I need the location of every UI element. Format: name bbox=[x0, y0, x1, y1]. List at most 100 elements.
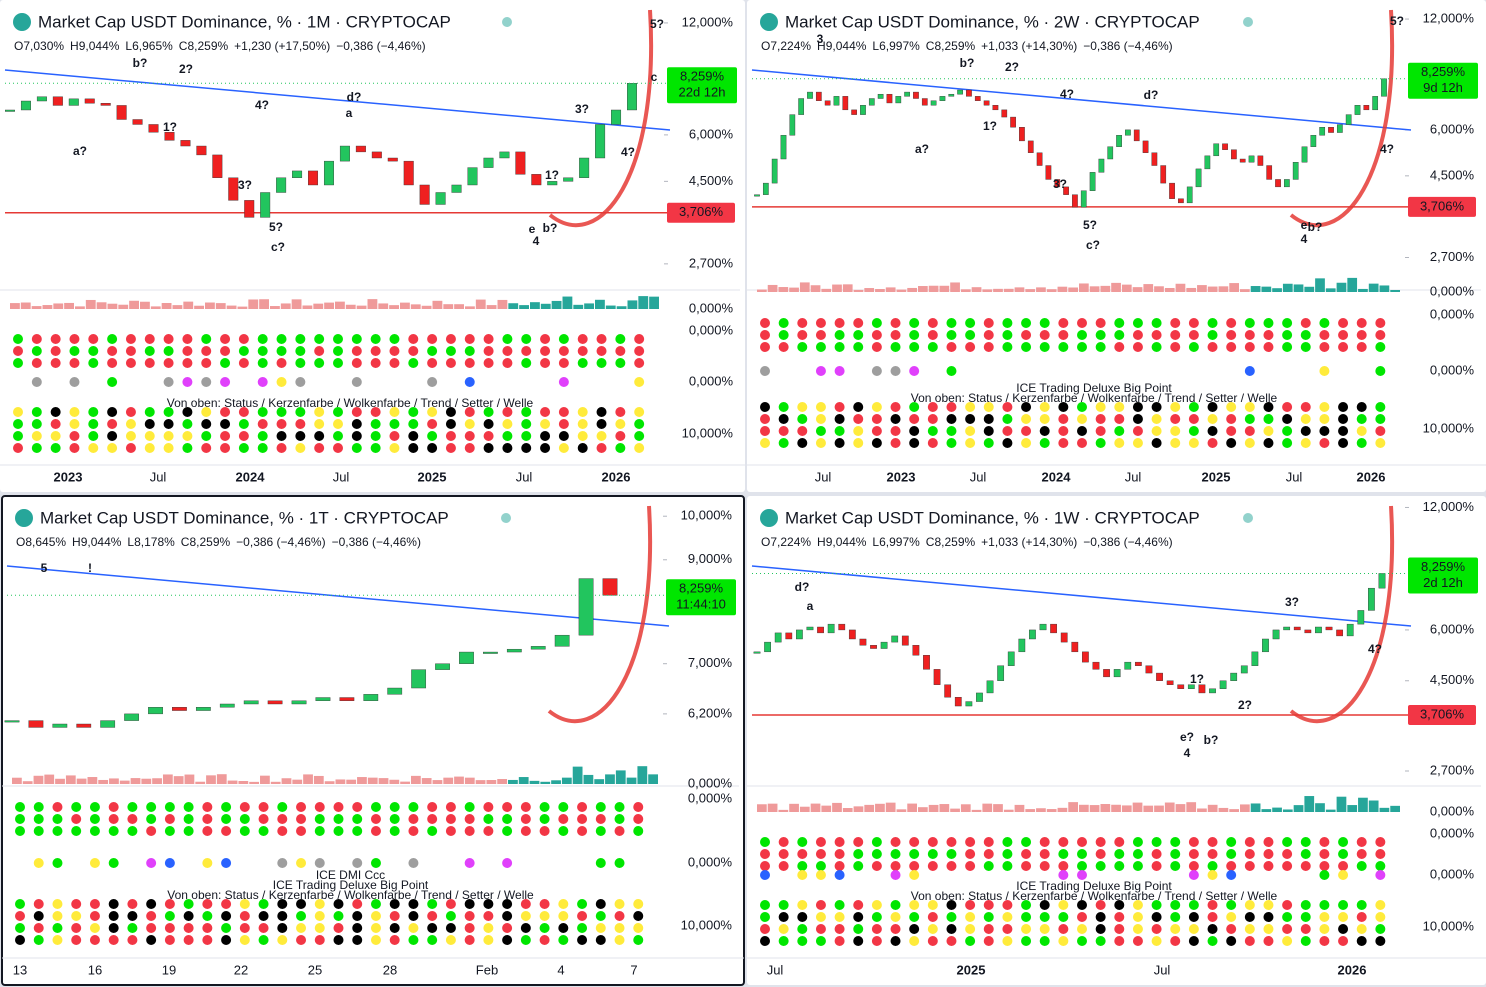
signal-dot bbox=[33, 899, 44, 909]
signal-dot bbox=[1095, 414, 1106, 424]
signal-dot bbox=[314, 334, 325, 344]
candle bbox=[499, 151, 510, 159]
signal-dot bbox=[1375, 936, 1386, 946]
candle bbox=[992, 105, 999, 111]
signal-dot bbox=[946, 900, 957, 910]
signal-dot bbox=[760, 912, 770, 922]
ohlc-value: −0,386 (−4,46%) bbox=[236, 535, 325, 549]
signal-dot bbox=[108, 923, 119, 933]
candle bbox=[817, 626, 824, 634]
signal-dot bbox=[502, 923, 513, 933]
candle bbox=[515, 151, 526, 175]
signal-dot bbox=[1039, 924, 1050, 934]
signal-dot bbox=[296, 858, 307, 868]
y-tick-label: 10,000% bbox=[681, 508, 733, 523]
histogram-bar bbox=[248, 299, 259, 309]
signal-dot bbox=[69, 358, 80, 368]
candle bbox=[627, 83, 637, 111]
signal-dot bbox=[89, 935, 100, 945]
signal-dot bbox=[370, 358, 381, 368]
signal-dot bbox=[558, 419, 569, 429]
candle bbox=[1301, 146, 1308, 163]
signal-dot bbox=[1319, 366, 1330, 376]
histogram-bar bbox=[1368, 283, 1379, 292]
histogram-bar bbox=[292, 779, 303, 784]
candle bbox=[1336, 124, 1343, 133]
support-label: 3,706% bbox=[679, 204, 724, 219]
indicator-scale: 0,000% bbox=[1430, 283, 1475, 298]
signal-dot bbox=[144, 334, 155, 344]
signal-dot bbox=[333, 358, 343, 368]
histogram-bar bbox=[378, 303, 389, 309]
candle bbox=[578, 578, 594, 636]
signal-dot bbox=[182, 334, 193, 344]
signal-dot bbox=[834, 849, 845, 859]
histogram-bar bbox=[194, 305, 204, 309]
candle bbox=[1251, 651, 1259, 666]
signal-dot bbox=[127, 923, 138, 933]
signal-dot bbox=[521, 443, 532, 453]
histogram-bar bbox=[346, 779, 357, 784]
signal-dot bbox=[464, 826, 475, 836]
signal-dot bbox=[1095, 861, 1106, 871]
ohlc-value: H9,044% bbox=[817, 535, 867, 549]
signal-dot bbox=[797, 318, 808, 328]
signal-dot bbox=[1114, 402, 1125, 412]
signal-dot bbox=[1263, 414, 1274, 424]
histogram-bar bbox=[1240, 289, 1250, 292]
signal-dot bbox=[1207, 861, 1218, 871]
histogram-bar bbox=[497, 779, 508, 784]
signal-dot bbox=[408, 407, 419, 417]
histogram-bar bbox=[615, 770, 626, 784]
signal-dot bbox=[1263, 438, 1274, 448]
signal-dot bbox=[258, 923, 269, 933]
signal-dot bbox=[502, 358, 513, 368]
signal-dot bbox=[221, 911, 232, 921]
wave-label: 4? bbox=[1380, 142, 1394, 156]
signal-dot bbox=[239, 923, 250, 933]
signal-dot bbox=[483, 431, 494, 441]
signal-dot bbox=[1319, 849, 1330, 859]
candle bbox=[387, 687, 403, 695]
candle bbox=[1156, 672, 1163, 681]
indicator-scale: 0,000% bbox=[688, 775, 733, 790]
signal-dot bbox=[890, 900, 901, 910]
signal-dot bbox=[1282, 438, 1293, 448]
signal-dot bbox=[1263, 342, 1274, 352]
signal-dot bbox=[1244, 402, 1255, 412]
signal-dot bbox=[257, 358, 268, 368]
signal-dot bbox=[558, 923, 569, 933]
signal-dot bbox=[558, 377, 569, 387]
signal-dot bbox=[1244, 900, 1255, 910]
signal-dot bbox=[1375, 426, 1386, 436]
signal-dot bbox=[1338, 318, 1349, 328]
signal-dot bbox=[983, 861, 994, 871]
candle bbox=[1222, 143, 1228, 150]
signal-dot bbox=[1263, 426, 1274, 436]
signal-dot bbox=[389, 899, 400, 909]
candle bbox=[611, 109, 622, 125]
signal-dot bbox=[909, 849, 920, 859]
histogram-bar bbox=[1079, 283, 1089, 292]
signal-dot bbox=[1077, 438, 1087, 448]
signal-dot bbox=[946, 414, 957, 424]
signal-dot bbox=[946, 426, 957, 436]
indicator-scale: 0,000% bbox=[688, 854, 733, 869]
signal-dot bbox=[615, 358, 626, 368]
signal-dot bbox=[351, 431, 362, 441]
histogram-bar bbox=[928, 285, 939, 292]
signal-dot bbox=[539, 899, 550, 909]
signal-dot bbox=[445, 911, 456, 921]
signal-dot bbox=[427, 826, 438, 836]
x-tick-label: 2025 bbox=[418, 469, 447, 484]
histogram-bar bbox=[1390, 289, 1400, 292]
countdown: 2d 12h bbox=[1423, 575, 1463, 590]
candle bbox=[547, 181, 558, 186]
histogram-bar bbox=[1272, 288, 1282, 292]
signal-dot bbox=[615, 419, 626, 429]
histogram-bar bbox=[465, 306, 475, 309]
signal-dot bbox=[1188, 837, 1199, 847]
drawing bbox=[548, 9, 654, 228]
signal-dot bbox=[1095, 900, 1106, 910]
chart-title: Market Cap USDT Dominance, % · 1M · CRYP… bbox=[38, 12, 451, 31]
